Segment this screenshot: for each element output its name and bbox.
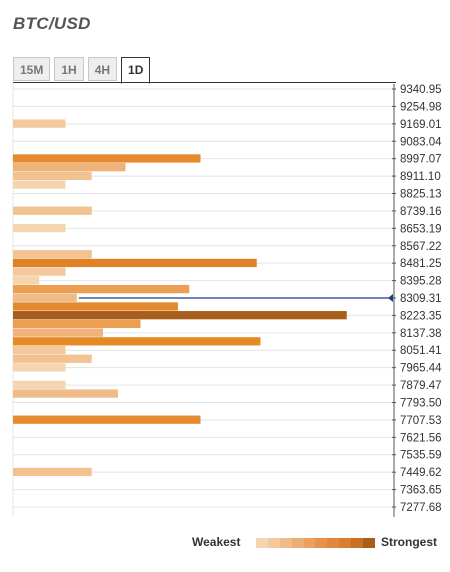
confluence-bar	[13, 276, 40, 285]
tick-label: 8997.07	[400, 154, 442, 166]
confluence-bar	[13, 171, 92, 181]
confluence-bar	[13, 389, 118, 398]
confluence-bar	[13, 223, 66, 233]
tab-divider	[13, 82, 396, 83]
legend-weakest-label: Weakest	[192, 535, 241, 549]
tick-label: 8481.25	[400, 258, 442, 270]
legend: Weakest Strongest	[0, 535, 450, 551]
confluence-bar	[13, 258, 257, 268]
tick-label: 7707.53	[400, 415, 442, 427]
tick-label: 8567.22	[400, 241, 442, 253]
timeframe-tabs: 15M 1H 4H 1D	[13, 57, 154, 84]
confluence-bar	[13, 180, 66, 189]
confluence-bar	[13, 311, 347, 320]
tick-label: 9254.98	[400, 101, 442, 113]
confluence-bar	[13, 363, 66, 372]
confluence-bar	[13, 302, 178, 311]
confluence-bar	[13, 284, 190, 294]
tick-label: 7363.65	[400, 485, 442, 497]
confluence-bar	[13, 267, 66, 276]
confluence-bar	[13, 293, 77, 302]
legend-color-scale	[256, 538, 375, 548]
tick-label: 7621.56	[400, 432, 442, 444]
legend-strongest-label: Strongest	[381, 535, 438, 549]
tick-label: 7277.68	[400, 502, 442, 514]
tick-label: 7793.50	[400, 397, 442, 409]
tick-label: 8739.16	[400, 206, 442, 218]
tab-15m[interactable]: 15M	[13, 57, 51, 81]
legend-swatch-9	[363, 538, 375, 548]
tick-label: 9083.04	[400, 136, 442, 148]
legend-swatch-2	[279, 538, 292, 548]
confluence-bar	[13, 319, 141, 329]
tick-label: 7965.44	[400, 363, 442, 375]
confluence-bar	[13, 163, 126, 172]
confluence-bar	[13, 337, 261, 346]
confluence-bar	[13, 467, 92, 477]
tab-4h[interactable]: 4H	[87, 57, 118, 81]
tick-label: 9340.95	[400, 84, 442, 96]
legend-swatch-3	[291, 538, 304, 548]
tick-label: 8653.19	[400, 223, 442, 235]
legend-swatch-8	[351, 538, 364, 548]
tick-label: 8911.10	[400, 171, 441, 183]
tick-label: 7879.47	[400, 380, 442, 392]
confluence-bar	[13, 380, 66, 390]
tick-label: 8223.35	[400, 310, 442, 322]
tick-label: 7535.59	[400, 450, 442, 462]
tab-1d[interactable]: 1D	[121, 57, 151, 84]
confluence-bar	[13, 206, 92, 215]
confluence-bar	[13, 415, 201, 424]
legend-swatch-0	[256, 538, 268, 548]
current-price-marker	[388, 294, 393, 303]
tick-label: 8825.13	[400, 189, 442, 201]
confluence-chart: 9340.95 9254.98 9169.01 9083.04 8997.07 8911.…	[12, 84, 442, 517]
legend-swatch-1	[267, 538, 280, 548]
confluence-bar	[13, 354, 92, 363]
confluence-bar	[13, 345, 66, 355]
tick-label: 8051.41	[400, 345, 442, 357]
confluence-bar	[13, 250, 92, 259]
chart-title: BTC/USD	[13, 14, 91, 33]
tick-label: 7449.62	[400, 467, 442, 479]
tick-label: 8395.28	[400, 276, 442, 288]
legend-swatch-7	[339, 538, 352, 548]
confluence-bar	[13, 154, 201, 163]
tick-label: 8137.38	[400, 328, 442, 340]
tick-label: 8309.31	[400, 293, 442, 305]
legend-swatch-4	[303, 538, 316, 548]
tick-label: 9169.01	[400, 119, 442, 131]
tab-1h[interactable]: 1H	[54, 57, 84, 81]
confluence-bar	[13, 328, 103, 337]
legend-swatch-5	[315, 538, 328, 548]
confluence-bar	[13, 119, 66, 128]
legend-swatch-6	[327, 538, 340, 548]
